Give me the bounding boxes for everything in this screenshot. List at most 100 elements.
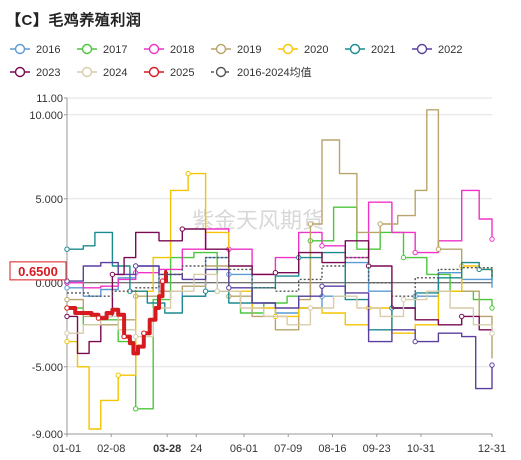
- x-tick-label-highlight: 03-28: [153, 443, 181, 455]
- x-tick-label: 06-01: [230, 443, 258, 455]
- series-2022: [64, 261, 495, 390]
- data-point: [202, 288, 209, 294]
- data-point: [307, 221, 314, 227]
- data-point: [159, 278, 166, 284]
- legend-item-2017: 2017: [77, 43, 127, 56]
- data-point: [489, 305, 495, 311]
- data-point: [412, 249, 418, 256]
- data-point: [319, 283, 325, 289]
- data-point: [115, 372, 121, 378]
- legend-marker: [148, 66, 160, 78]
- data-point: [132, 406, 139, 412]
- value-callout-text: 0.6500: [18, 264, 58, 279]
- data-point: [489, 330, 495, 336]
- legend-label: 2016: [36, 44, 60, 56]
- series-line-2016: [67, 256, 493, 314]
- data-point: [64, 246, 70, 252]
- data-point: [109, 271, 116, 278]
- series-group: [64, 109, 495, 430]
- legend-marker: [14, 66, 26, 78]
- legend-item-2016: 2016: [10, 43, 60, 56]
- data-point: [307, 305, 314, 311]
- data-point: [489, 362, 495, 368]
- data-point: [400, 254, 407, 261]
- x-tick-label: 10-31: [407, 443, 435, 455]
- data-point: [64, 296, 70, 303]
- value-callout: 0.6500: [9, 261, 67, 281]
- legend-label: 2024: [103, 67, 127, 79]
- series-line-2016-2024均值: [67, 256, 493, 297]
- data-point: [185, 170, 191, 177]
- legend-marker: [14, 43, 26, 55]
- legend-label: 2022: [438, 44, 462, 56]
- x-axis: 01-01 02-08 03-28 24 06-01 07-09 08-16 09-23 10-…: [53, 433, 506, 455]
- data-point: [64, 285, 70, 291]
- series-2021: [64, 231, 493, 331]
- data-point: [459, 313, 465, 320]
- legend: 2016 2017 2018 2019 2020 2021 2022 2023 2024 2025…: [10, 43, 462, 79]
- legend-marker: [215, 66, 227, 78]
- data-point: [132, 263, 139, 269]
- legend-item-2016-2024均值: 2016-2024均值: [211, 66, 312, 79]
- legend-marker: [416, 43, 428, 55]
- data-point: [179, 226, 185, 232]
- data-point: [64, 338, 70, 345]
- legend-item-2019: 2019: [211, 43, 261, 56]
- y-tick-label: -5.000: [32, 362, 63, 374]
- y-axis: 11.00 10.000 5.000 0.000 -5.000 -9.000: [29, 93, 68, 441]
- data-point: [141, 330, 147, 336]
- series-line-2019: [67, 109, 493, 359]
- legend-item-2022: 2022: [412, 43, 462, 56]
- grid: [67, 97, 492, 435]
- legend-marker: [282, 43, 294, 55]
- legend-label: 2020: [304, 44, 328, 56]
- x-tick-label: 01-01: [53, 443, 81, 455]
- data-point: [121, 333, 127, 340]
- data-point: [132, 333, 139, 340]
- series-2025: [64, 269, 168, 356]
- x-tick-label: 02-08: [97, 443, 125, 455]
- legend-marker: [349, 43, 361, 55]
- legend-label: 2021: [371, 44, 395, 56]
- x-tick-label: 07-09: [274, 443, 302, 455]
- y-tick-label: 0.000: [35, 278, 63, 290]
- series-2024: [64, 273, 495, 340]
- legend-label: 2025: [170, 67, 194, 79]
- y-tick-label: 10.000: [29, 110, 63, 122]
- x-tick-label: 12-31: [478, 443, 506, 455]
- data-point: [377, 221, 383, 227]
- series-line-2022: [67, 261, 493, 390]
- x-tick-label: 09-23: [363, 443, 391, 455]
- legend-item-2021: 2021: [345, 43, 395, 56]
- data-point: [226, 285, 232, 291]
- legend-item-2018: 2018: [144, 43, 194, 56]
- series-line-2024: [67, 273, 493, 338]
- data-point: [95, 315, 102, 321]
- legend-item-2023: 2023: [10, 66, 60, 79]
- legend-marker: [148, 43, 160, 55]
- chart-title: 【C】毛鸡养殖利润: [6, 12, 142, 29]
- legend-marker: [81, 43, 93, 55]
- watermark: 紫金天风期货: [192, 209, 324, 234]
- data-point: [214, 288, 220, 294]
- series-line-2023: [67, 228, 493, 355]
- x-tick-label: 24: [190, 443, 202, 455]
- legend-label: 2023: [36, 67, 60, 79]
- legend-item-2024: 2024: [77, 66, 127, 79]
- legend-label: 2019: [237, 44, 261, 56]
- data-point: [435, 246, 442, 252]
- series-2019: [64, 109, 493, 359]
- y-tick-label: 11.00: [36, 93, 63, 105]
- data-point: [64, 330, 70, 336]
- data-point: [489, 236, 495, 242]
- series-line-2021: [67, 231, 493, 331]
- series-2017: [64, 206, 495, 412]
- legend-marker: [81, 66, 93, 78]
- legend-item-2025: 2025: [144, 66, 194, 79]
- data-point: [64, 305, 70, 311]
- data-point: [412, 338, 418, 345]
- legend-marker: [215, 43, 227, 55]
- series-line-2025: [67, 269, 168, 356]
- series-2016-2024均值: [67, 256, 493, 297]
